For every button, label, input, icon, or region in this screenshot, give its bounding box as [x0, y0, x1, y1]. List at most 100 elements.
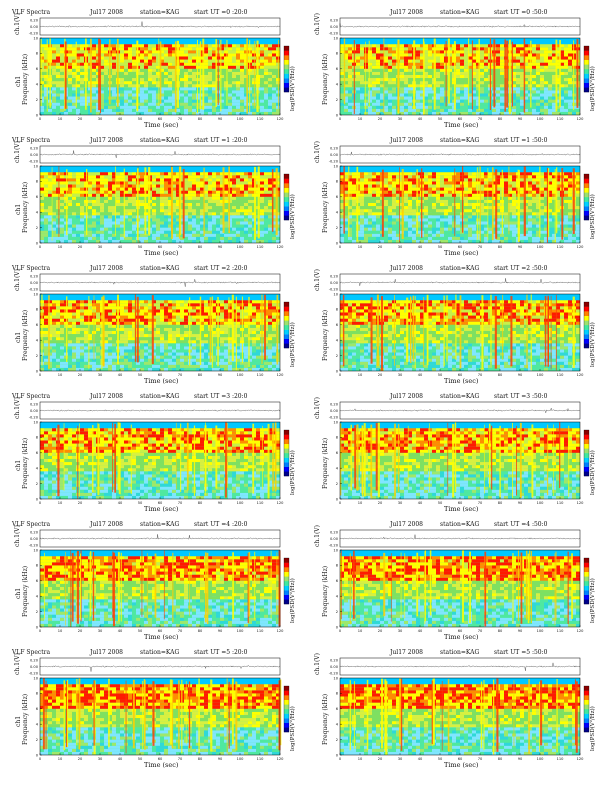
waveform-trace [39, 21, 281, 28]
spectrogram-cell [196, 175, 200, 179]
spectrogram-cell [208, 218, 212, 222]
spectrogram-cell [52, 53, 56, 57]
spectrogram-cell [140, 233, 144, 237]
spectrogram-cell [164, 59, 168, 63]
spectrogram-cell [216, 199, 220, 203]
spectrogram-cell [368, 53, 372, 57]
spectrogram-cell [504, 50, 508, 54]
spectrogram-cell [68, 209, 72, 213]
spectrogram-cell [96, 96, 100, 100]
spectrogram-cell [48, 108, 52, 112]
spectrogram-cell [60, 53, 64, 57]
spectrogram-cell [212, 202, 216, 207]
spectrogram-cell [468, 47, 472, 51]
spectrogram-cell [264, 187, 268, 191]
spectrogram-cell [100, 74, 104, 79]
spectrogram-cell [244, 81, 248, 85]
spectrogram-cell [60, 102, 64, 106]
spectrogram-cell [500, 44, 504, 48]
sferic-streak [471, 40, 473, 110]
spectrogram-cell [392, 59, 396, 63]
spectrogram-cell [264, 71, 268, 75]
spectrogram-cell [160, 78, 164, 82]
spectrogram-cell [344, 99, 348, 103]
spectrogram-cell [64, 215, 68, 219]
spectrogram-cell [364, 50, 368, 54]
spectrogram-cell [240, 212, 244, 216]
spectrogram-cell [272, 74, 276, 79]
spectrogram-cell [124, 175, 128, 179]
spectrogram-cell [252, 84, 256, 88]
spectrogram-cell [128, 193, 132, 197]
spectrogram-cell [568, 68, 572, 72]
sferic-streak [576, 39, 579, 108]
spectrogram-cell [220, 190, 224, 194]
spectrogram-cell [260, 50, 264, 54]
spectrogram-cell [380, 108, 384, 112]
spectrogram-cell [480, 227, 484, 231]
spectrogram-cell [152, 47, 156, 51]
spectrogram-cell [468, 215, 472, 219]
spectrogram-cell [244, 218, 248, 222]
spectrogram-cell [240, 47, 244, 51]
spectrogram-cell [208, 59, 212, 63]
spectrogram-cell [128, 209, 132, 213]
spectrogram-cell [204, 50, 208, 54]
spectrogram-cell [60, 56, 64, 60]
spectrogram-cell [276, 108, 280, 112]
spectrogram-cell [480, 239, 484, 243]
spectrogram-cell [264, 202, 268, 207]
spectrogram-cell [164, 81, 168, 85]
spectrogram-cell [524, 99, 528, 103]
spectrogram-cell [384, 65, 388, 69]
spectrogram-cell [260, 178, 264, 182]
spectrogram-cell [528, 99, 532, 103]
spectrogram-cell [400, 87, 404, 91]
spectrogram-cell [360, 221, 364, 225]
spectrogram-cell [372, 96, 376, 100]
spectrogram-cell [88, 93, 92, 97]
spectrogram-cell [192, 74, 196, 79]
spectrogram-cell [484, 221, 488, 225]
spectrogram-cell [388, 59, 392, 63]
spectrogram-cell [560, 74, 564, 79]
spectrogram-cell [176, 209, 180, 213]
spectrogram-cell [168, 90, 172, 94]
spectrogram-cell [468, 99, 472, 103]
spectrogram-cell [212, 84, 216, 88]
spectrogram-cell [208, 105, 212, 109]
spectrogram-cell [568, 87, 572, 91]
spectrogram-cell [192, 199, 196, 203]
colorbar-swatch [584, 87, 589, 93]
spectrogram-cell [252, 181, 256, 185]
spectrogram-cell [220, 172, 224, 176]
spectrogram-cell [560, 53, 564, 57]
spectrogram-cell [184, 227, 188, 231]
spectrogram-cell [172, 230, 176, 234]
spectrogram-cell [228, 190, 232, 194]
spectrogram-cell [52, 202, 56, 207]
spectrogram-cell [184, 50, 188, 54]
spectrogram-cell [224, 74, 228, 79]
spectrogram-cell [180, 193, 184, 197]
spectrogram-cell [268, 196, 272, 200]
spectrogram-cell [232, 44, 236, 48]
spectrogram-cell [272, 236, 276, 240]
spectrogram-cell [216, 108, 220, 112]
spectrogram-cell [232, 221, 236, 225]
spectrogram-cell [420, 71, 424, 75]
spectrogram-cell [60, 187, 64, 191]
spectrogram-cell [556, 99, 560, 103]
colorbar-swatch [584, 78, 589, 83]
spectrogram-cell [132, 99, 136, 103]
spectrogram-cell [420, 74, 424, 79]
spectrogram-cell [400, 56, 404, 60]
spectrogram-cell [244, 65, 248, 69]
spectrogram-cell [440, 87, 444, 91]
spectrogram-cell [464, 47, 468, 51]
spectrogram-cell [364, 105, 368, 109]
spectrogram-cell [172, 50, 176, 54]
spectrogram-cell [268, 84, 272, 88]
x-tick-label: 50 [438, 117, 443, 121]
spectrogram-cell [416, 102, 420, 106]
